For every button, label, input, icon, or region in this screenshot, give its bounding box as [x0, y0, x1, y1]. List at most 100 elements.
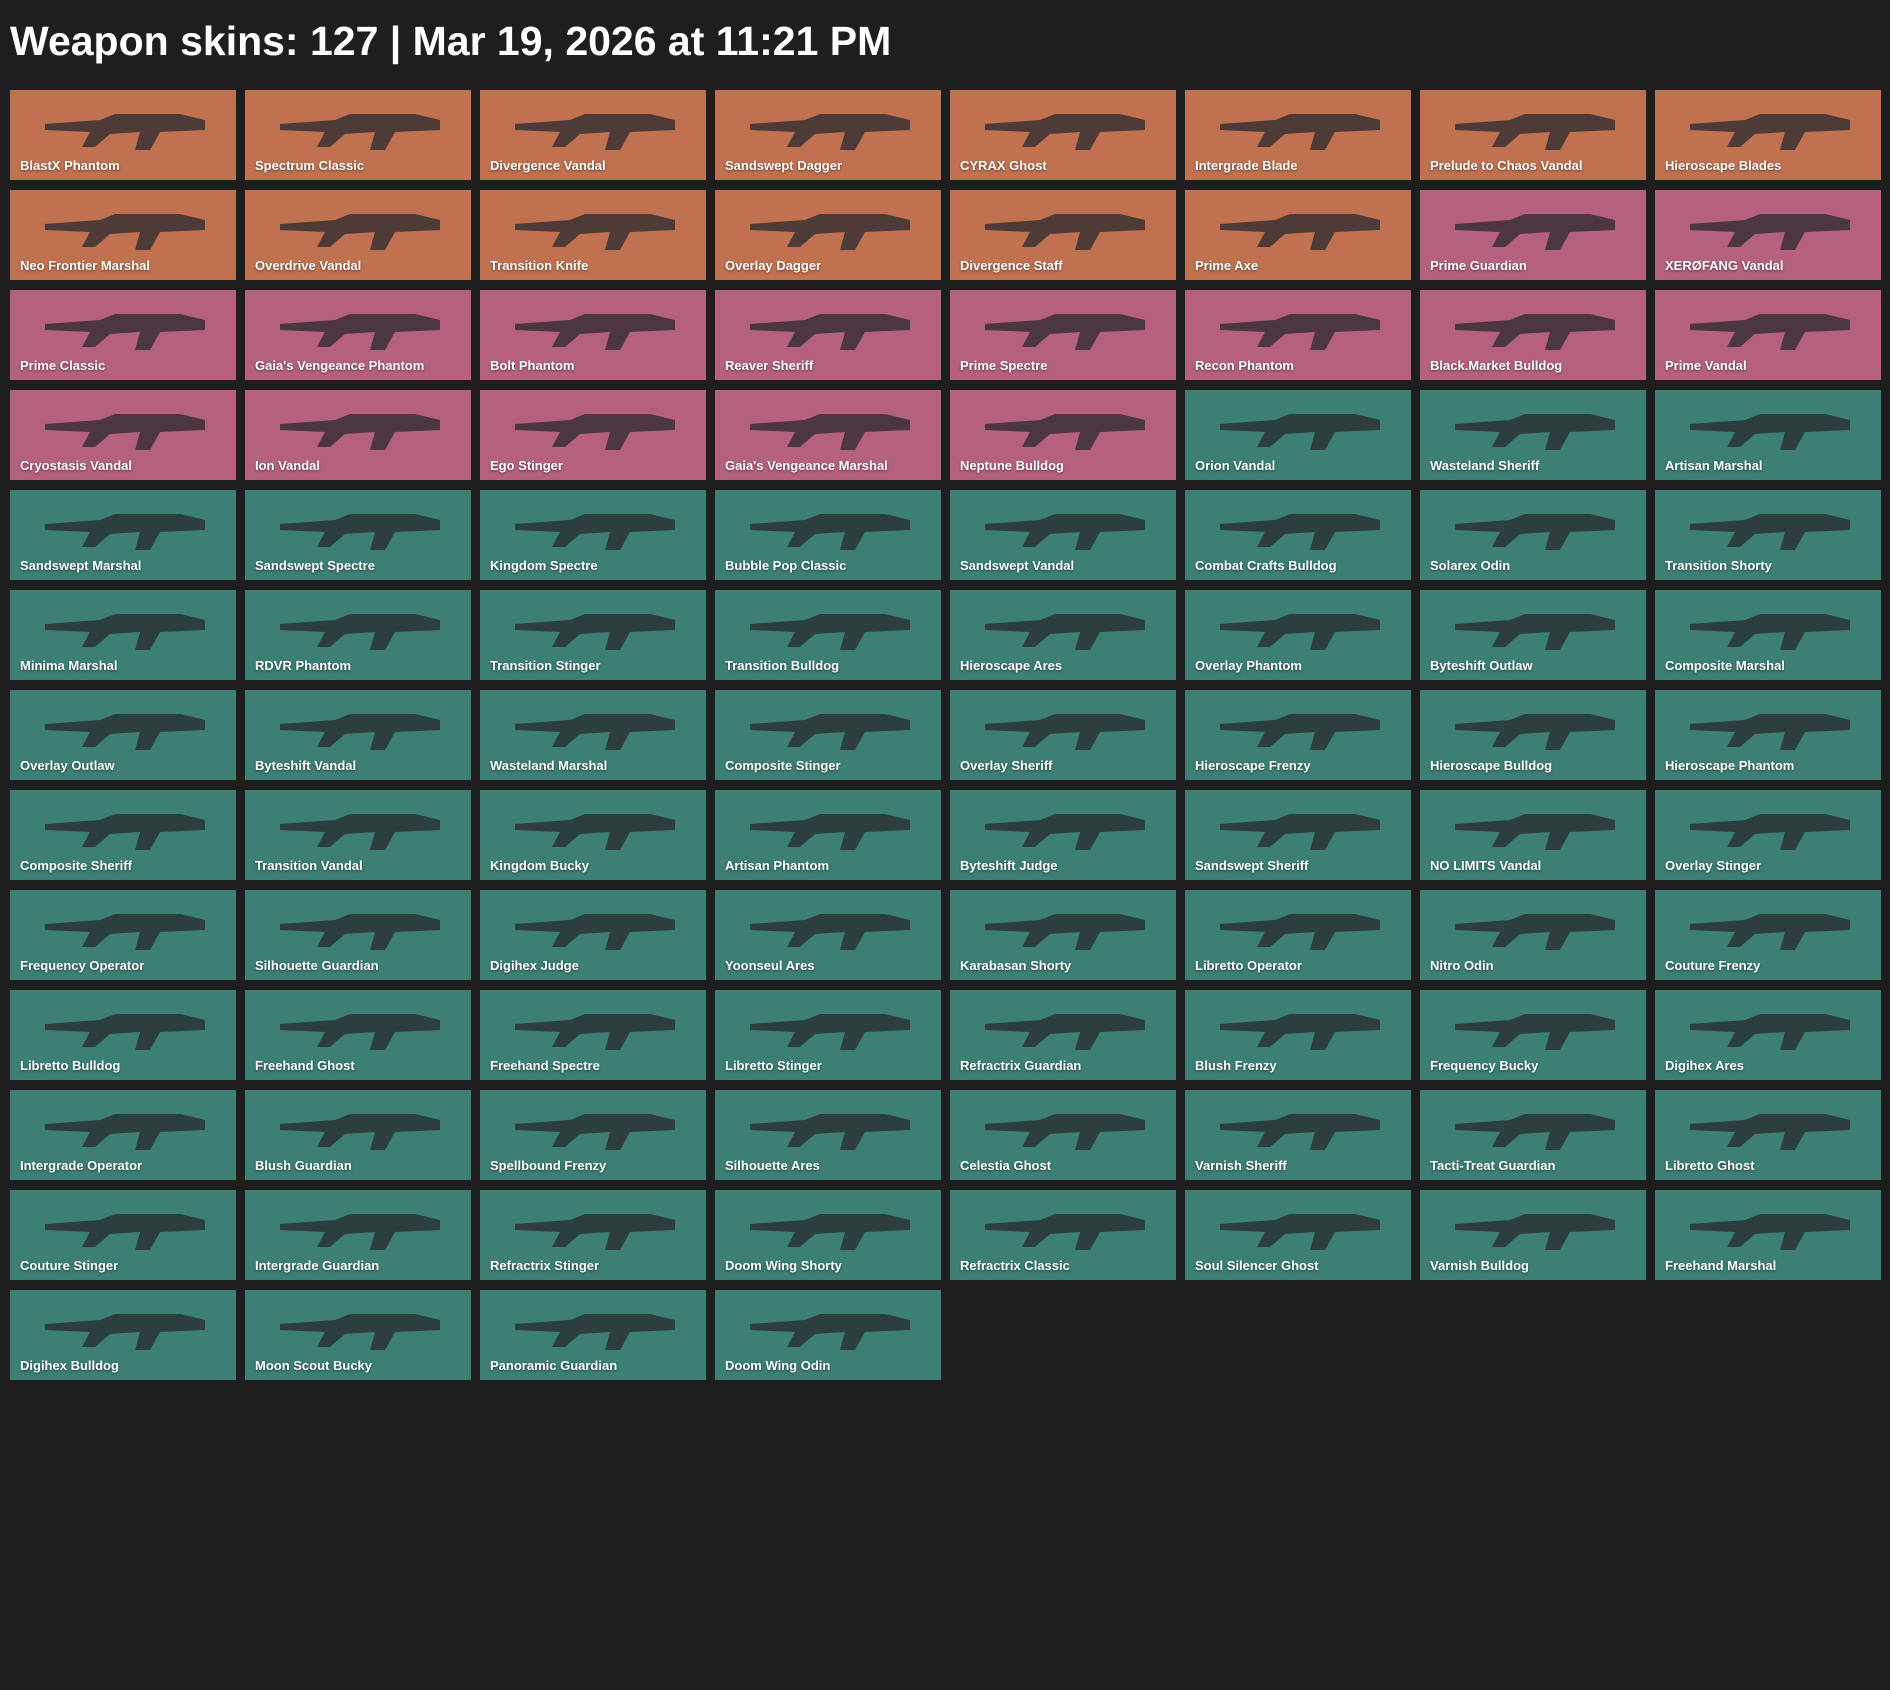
skin-tile[interactable]: Overdrive Vandal: [245, 190, 471, 280]
skin-tile[interactable]: Overlay Sheriff: [950, 690, 1176, 780]
skin-tile[interactable]: Spectrum Classic: [245, 90, 471, 180]
skin-tile[interactable]: Overlay Phantom: [1185, 590, 1411, 680]
skin-tile[interactable]: Solarex Odin: [1420, 490, 1646, 580]
skin-tile[interactable]: Refractrix Guardian: [950, 990, 1176, 1080]
skin-tile[interactable]: Byteshift Outlaw: [1420, 590, 1646, 680]
skin-tile[interactable]: Intergrade Blade: [1185, 90, 1411, 180]
skin-tile[interactable]: Hieroscape Frenzy: [1185, 690, 1411, 780]
skin-tile[interactable]: Prime Vandal: [1655, 290, 1881, 380]
skin-tile[interactable]: Artisan Marshal: [1655, 390, 1881, 480]
skin-tile[interactable]: Silhouette Guardian: [245, 890, 471, 980]
skin-tile[interactable]: Varnish Bulldog: [1420, 1190, 1646, 1280]
skin-tile[interactable]: Celestia Ghost: [950, 1090, 1176, 1180]
skin-tile[interactable]: RDVR Phantom: [245, 590, 471, 680]
skin-tile[interactable]: Libretto Ghost: [1655, 1090, 1881, 1180]
skin-tile[interactable]: Freehand Ghost: [245, 990, 471, 1080]
skin-tile[interactable]: Sandswept Vandal: [950, 490, 1176, 580]
skin-tile[interactable]: Doom Wing Shorty: [715, 1190, 941, 1280]
skin-tile[interactable]: Karabasan Shorty: [950, 890, 1176, 980]
skin-tile[interactable]: XERØFANG Vandal: [1655, 190, 1881, 280]
skin-tile[interactable]: Sandswept Marshal: [10, 490, 236, 580]
skin-tile[interactable]: Sandswept Spectre: [245, 490, 471, 580]
skin-tile[interactable]: Bolt Phantom: [480, 290, 706, 380]
skin-tile[interactable]: Ion Vandal: [245, 390, 471, 480]
skin-tile[interactable]: Digihex Ares: [1655, 990, 1881, 1080]
skin-tile[interactable]: Prelude to Chaos Vandal: [1420, 90, 1646, 180]
skin-tile[interactable]: CYRAX Ghost: [950, 90, 1176, 180]
skin-tile[interactable]: Overlay Dagger: [715, 190, 941, 280]
skin-tile[interactable]: Kingdom Spectre: [480, 490, 706, 580]
skin-tile[interactable]: Transition Stinger: [480, 590, 706, 680]
skin-tile[interactable]: Gaia's Vengeance Phantom: [245, 290, 471, 380]
skin-tile[interactable]: Hieroscape Phantom: [1655, 690, 1881, 780]
skin-tile[interactable]: Sandswept Dagger: [715, 90, 941, 180]
skin-tile[interactable]: Gaia's Vengeance Marshal: [715, 390, 941, 480]
skin-tile[interactable]: Frequency Operator: [10, 890, 236, 980]
skin-tile[interactable]: Hieroscape Bulldog: [1420, 690, 1646, 780]
skin-tile[interactable]: Transition Bulldog: [715, 590, 941, 680]
skin-tile[interactable]: Libretto Bulldog: [10, 990, 236, 1080]
skin-tile[interactable]: Byteshift Vandal: [245, 690, 471, 780]
skin-tile[interactable]: Reaver Sheriff: [715, 290, 941, 380]
skin-tile[interactable]: Overlay Outlaw: [10, 690, 236, 780]
skin-tile[interactable]: Transition Shorty: [1655, 490, 1881, 580]
skin-tile[interactable]: Blush Guardian: [245, 1090, 471, 1180]
skin-tile[interactable]: Refractrix Stinger: [480, 1190, 706, 1280]
skin-tile[interactable]: Blush Frenzy: [1185, 990, 1411, 1080]
skin-tile[interactable]: Freehand Marshal: [1655, 1190, 1881, 1280]
skin-tile[interactable]: Composite Marshal: [1655, 590, 1881, 680]
skin-tile[interactable]: Combat Crafts Bulldog: [1185, 490, 1411, 580]
skin-tile[interactable]: Varnish Sheriff: [1185, 1090, 1411, 1180]
skin-tile[interactable]: Overlay Stinger: [1655, 790, 1881, 880]
skin-tile[interactable]: Orion Vandal: [1185, 390, 1411, 480]
skin-tile[interactable]: Wasteland Sheriff: [1420, 390, 1646, 480]
skin-tile[interactable]: Transition Knife: [480, 190, 706, 280]
skin-tile[interactable]: Bubble Pop Classic: [715, 490, 941, 580]
skin-tile[interactable]: Artisan Phantom: [715, 790, 941, 880]
skin-tile[interactable]: Divergence Staff: [950, 190, 1176, 280]
skin-tile[interactable]: Yoonseul Ares: [715, 890, 941, 980]
skin-tile[interactable]: Intergrade Guardian: [245, 1190, 471, 1280]
skin-tile[interactable]: Tacti-Treat Guardian: [1420, 1090, 1646, 1180]
skin-tile[interactable]: Frequency Bucky: [1420, 990, 1646, 1080]
skin-tile[interactable]: Couture Stinger: [10, 1190, 236, 1280]
skin-tile[interactable]: Prime Axe: [1185, 190, 1411, 280]
skin-tile[interactable]: Panoramic Guardian: [480, 1290, 706, 1380]
skin-tile[interactable]: Black.Market Bulldog: [1420, 290, 1646, 380]
skin-tile[interactable]: Minima Marshal: [10, 590, 236, 680]
skin-tile[interactable]: Sandswept Sheriff: [1185, 790, 1411, 880]
skin-tile[interactable]: Couture Frenzy: [1655, 890, 1881, 980]
skin-tile[interactable]: Cryostasis Vandal: [10, 390, 236, 480]
skin-tile[interactable]: Byteshift Judge: [950, 790, 1176, 880]
skin-tile[interactable]: Moon Scout Bucky: [245, 1290, 471, 1380]
skin-tile[interactable]: Neptune Bulldog: [950, 390, 1176, 480]
skin-tile[interactable]: Hieroscape Blades: [1655, 90, 1881, 180]
skin-tile[interactable]: Silhouette Ares: [715, 1090, 941, 1180]
skin-tile[interactable]: Composite Stinger: [715, 690, 941, 780]
skin-tile[interactable]: Libretto Operator: [1185, 890, 1411, 980]
skin-tile[interactable]: Doom Wing Odin: [715, 1290, 941, 1380]
skin-tile[interactable]: Freehand Spectre: [480, 990, 706, 1080]
skin-tile[interactable]: Soul Silencer Ghost: [1185, 1190, 1411, 1280]
skin-tile[interactable]: Recon Phantom: [1185, 290, 1411, 380]
skin-tile[interactable]: Transition Vandal: [245, 790, 471, 880]
skin-tile[interactable]: Digihex Judge: [480, 890, 706, 980]
skin-tile[interactable]: Ego Stinger: [480, 390, 706, 480]
skin-tile[interactable]: NO LIMITS Vandal: [1420, 790, 1646, 880]
skin-tile[interactable]: Nitro Odin: [1420, 890, 1646, 980]
skin-tile[interactable]: Neo Frontier Marshal: [10, 190, 236, 280]
skin-tile[interactable]: Prime Classic: [10, 290, 236, 380]
skin-tile[interactable]: Digihex Bulldog: [10, 1290, 236, 1380]
skin-tile[interactable]: Prime Spectre: [950, 290, 1176, 380]
skin-tile[interactable]: Refractrix Classic: [950, 1190, 1176, 1280]
skin-tile[interactable]: Kingdom Bucky: [480, 790, 706, 880]
skin-tile[interactable]: Intergrade Operator: [10, 1090, 236, 1180]
skin-tile[interactable]: Divergence Vandal: [480, 90, 706, 180]
skin-tile[interactable]: BlastX Phantom: [10, 90, 236, 180]
skin-tile[interactable]: Composite Sheriff: [10, 790, 236, 880]
skin-tile[interactable]: Spellbound Frenzy: [480, 1090, 706, 1180]
skin-tile[interactable]: Hieroscape Ares: [950, 590, 1176, 680]
skin-tile[interactable]: Wasteland Marshal: [480, 690, 706, 780]
skin-tile[interactable]: Prime Guardian: [1420, 190, 1646, 280]
skin-tile[interactable]: Libretto Stinger: [715, 990, 941, 1080]
